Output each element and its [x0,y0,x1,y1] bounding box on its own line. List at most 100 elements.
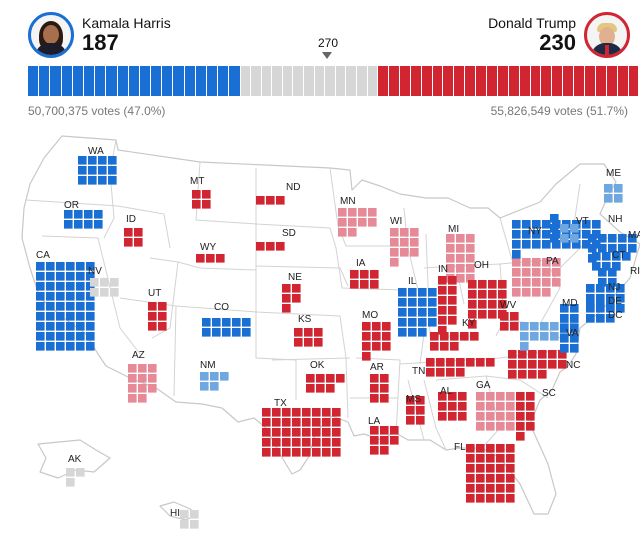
tile-mn [368,218,377,227]
tile-ok [326,374,335,383]
tile-wi [410,238,419,247]
tile-oh [498,300,507,309]
tile-il [398,328,407,337]
tile-pa [532,258,541,267]
tile-ca [46,312,55,321]
tile-nm [210,382,219,391]
tile-il [408,288,417,297]
tile-ca [66,342,75,351]
bar-segment-trump [378,66,389,96]
tile-mi [446,244,455,253]
state-label-nd: ND [286,182,300,193]
tile-ut [148,312,157,321]
tile-sc [526,392,535,401]
tile-ca [36,292,45,301]
tile-ny [552,240,561,249]
tile-dc [606,314,615,323]
bar-segment-harris [162,66,174,96]
alaska-outline [37,439,111,479]
tile-ks [304,328,313,337]
tile-ca [66,262,75,271]
tile-fl [496,444,505,453]
tile-me [604,194,613,203]
tile-sd [266,242,275,251]
tile-fl [506,464,515,473]
tile-md [570,334,579,343]
tile-al [438,392,447,401]
tile-fl [476,454,485,463]
state-label-il: IL [408,276,417,287]
tile-oh [478,310,487,319]
tile-pa [512,288,521,297]
state-label-wv: WV [500,300,516,311]
tile-vt [550,234,559,243]
tile-nv [100,278,109,287]
tile-nh [570,234,579,243]
tile-fl [466,484,475,493]
tile-fl [466,474,475,483]
tile-or [94,220,103,229]
tile-mi [466,274,475,283]
tile-or [74,220,83,229]
tile-va [550,322,559,331]
tile-tn [436,358,445,367]
tile-ca [46,282,55,291]
tile-ny [582,240,591,249]
tile-ms [406,406,415,415]
tile-or [84,210,93,219]
tile-wa [98,166,107,175]
tile-ga [496,402,505,411]
tile-ms [416,416,425,425]
tile-mi [466,234,475,243]
tile-id [134,238,143,247]
state-label-mt: MT [190,176,204,187]
tile-oh [498,280,507,289]
tile-pa [512,258,521,267]
tile-il [428,308,437,317]
tile-fl [496,474,505,483]
tile-mn [358,218,367,227]
tile-oh [488,290,497,299]
tile-ny [522,240,531,249]
harris-avatar [28,12,74,58]
tile-in [448,316,457,325]
tile-az [148,374,157,383]
tile-ca [56,292,65,301]
tile-co [242,318,251,327]
tile-tn [456,368,465,377]
tile-ga [476,422,485,431]
state-label-nc: NC [566,360,580,371]
tile-ok [316,374,325,383]
tile-ca [36,282,45,291]
tile-nv [110,288,119,297]
tile-az [148,364,157,373]
tile-ga [486,412,495,421]
tile-pa [522,278,531,287]
tile-ks [314,338,323,347]
harris-popular-vote: 50,700,375 votes (47.0%) [28,104,166,118]
state-label-de: DE [608,296,622,307]
tile-mi [456,274,465,283]
tile-ri [608,268,617,277]
tile-ca [56,322,65,331]
tile-dc [586,314,595,323]
tile-co [212,318,221,327]
tile-mi [466,244,475,253]
bar-segment-harris [218,66,230,96]
tile-wa [98,156,107,165]
tile-pa [522,288,531,297]
tile-wi [390,258,399,267]
tile-in [438,296,447,305]
bar-segment-harris [139,66,152,96]
tile-ok [326,384,335,393]
tile-tn [456,358,465,367]
tile-va [530,322,539,331]
tile-az [128,394,137,403]
tile-sc [516,432,525,441]
tile-il [418,328,427,337]
tile-mi [456,244,465,253]
tile-wi [390,248,399,257]
tile-nc [538,360,547,369]
tile-fl [466,454,475,463]
tile-co [242,328,251,337]
